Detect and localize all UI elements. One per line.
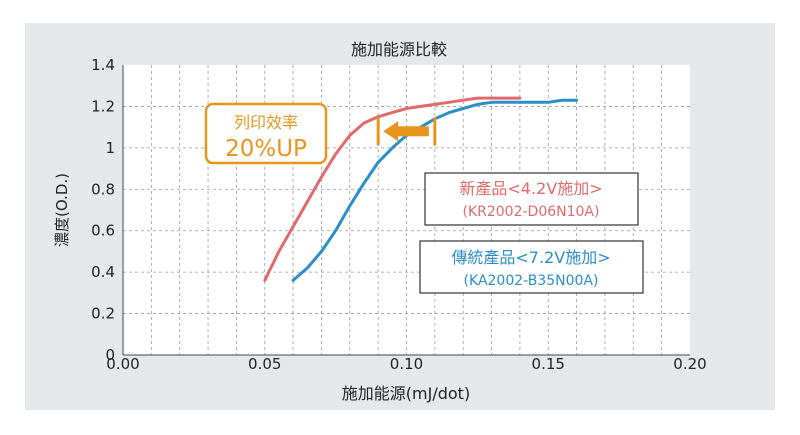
- legend-new-model: (KR2002-D06N10A): [463, 204, 600, 220]
- x-tick-label: 0.00: [106, 355, 139, 373]
- legend-old-name: 傳統產品<7.2V施加>: [451, 248, 610, 267]
- efficiency-arrow: [376, 117, 437, 146]
- x-axis-label: 施加能源(mJ/dot): [342, 384, 470, 403]
- axes: [122, 65, 690, 356]
- y-tick-label: 1.2: [91, 97, 115, 115]
- energy-comparison-chart: 施加能源比較 0.00 0.05 0.10 0.15 0.20 0 0.2 0.4 0.6 0.…: [53, 40, 707, 403]
- y-tick-label: 0: [105, 346, 115, 364]
- x-tick-labels: 0.00 0.05 0.10 0.15 0.20: [106, 355, 706, 373]
- efficiency-box: [204, 102, 328, 165]
- x-tick-label: 0.20: [673, 355, 706, 373]
- x-tick-label: 0.15: [532, 355, 565, 373]
- y-tick-label: 0.2: [91, 305, 115, 323]
- y-axis-label: 濃度(O.D.): [53, 173, 71, 247]
- legend-old-model: (KA2002-B35N00A): [464, 273, 599, 289]
- y-tick-label: 1: [105, 139, 115, 157]
- efficiency-value: 20%UP: [225, 136, 307, 162]
- y-tick-label: 0.8: [91, 180, 115, 198]
- arrow-head: [383, 121, 399, 142]
- chart-panel: 施加能源比較 0.00 0.05 0.10 0.15 0.20 0 0.2 0.4 0.6 0.…: [25, 23, 775, 410]
- y-tick-labels: 0 0.2 0.4 0.6 0.8 1 1.2 1.4: [91, 56, 115, 364]
- efficiency-label: 列印效率: [234, 113, 298, 132]
- legend-box-old: [419, 240, 644, 294]
- chart-title: 施加能源比較: [351, 40, 447, 59]
- y-tick-label: 0.4: [91, 263, 115, 281]
- arrow-shaft: [394, 126, 429, 137]
- legend-box-new: [424, 172, 639, 226]
- series-line-new: [263, 96, 522, 282]
- y-tick-label: 0.6: [91, 222, 115, 240]
- x-tick-label: 0.05: [248, 355, 281, 373]
- x-tick-label: 0.10: [390, 355, 423, 373]
- legend-new-name: 新產品<4.2V施加>: [459, 179, 602, 198]
- y-tick-label: 1.4: [91, 56, 115, 74]
